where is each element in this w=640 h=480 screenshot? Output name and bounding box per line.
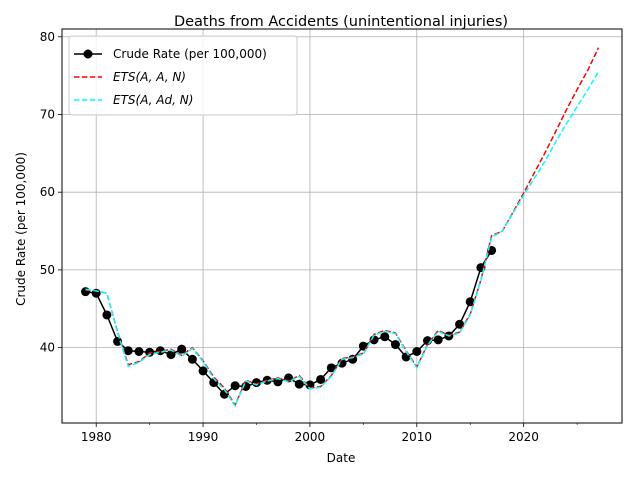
data-point-crude-rate	[433, 335, 443, 345]
data-point-crude-rate	[166, 350, 176, 360]
series-layer	[81, 47, 600, 408]
y-tick-label: 60	[40, 185, 55, 199]
legend: Crude Rate (per 100,000) ETS(A, A, N) ET…	[68, 35, 298, 116]
data-point-crude-rate	[316, 374, 326, 384]
legend-label-observed: Crude Rate (per 100,000)	[113, 47, 267, 61]
data-point-crude-rate	[390, 340, 400, 350]
data-point-crude-rate	[465, 297, 475, 307]
data-point-crude-rate	[123, 346, 133, 356]
chart-title: Deaths from Accidents (unintentional inj…	[174, 14, 508, 30]
y-tick-label: 80	[40, 30, 55, 44]
data-point-crude-rate	[145, 347, 155, 357]
y-tick-label: 50	[40, 263, 55, 277]
legend-frame	[68, 35, 298, 116]
data-point-crude-rate	[412, 347, 422, 357]
series-line-ets-aadn	[85, 71, 600, 408]
data-point-crude-rate	[113, 336, 123, 346]
data-point-crude-rate	[81, 287, 91, 297]
data-point-crude-rate	[177, 344, 187, 354]
series-line-ets-aan	[85, 47, 600, 407]
x-axis-label: Date	[327, 451, 356, 465]
data-point-crude-rate	[187, 354, 197, 364]
data-point-crude-rate	[230, 381, 240, 391]
ticks: 1980 1990 2000 2010 2020 40 50 60 70 80	[40, 30, 578, 444]
data-point-crude-rate	[380, 332, 390, 342]
data-point-crude-rate	[134, 347, 144, 357]
x-tick-label: 2020	[508, 430, 539, 444]
x-tick-label: 2000	[295, 430, 326, 444]
data-point-crude-rate	[294, 379, 304, 389]
data-point-crude-rate	[91, 288, 101, 298]
data-point-crude-rate	[401, 352, 411, 362]
legend-label-ets-aan: ETS(A, A, N)	[113, 70, 186, 84]
data-point-crude-rate	[252, 378, 262, 388]
y-axis-label: Crude Rate (per 100,000)	[14, 152, 28, 306]
y-tick-label: 40	[40, 341, 55, 355]
data-point-crude-rate	[455, 319, 465, 329]
x-tick-label: 1990	[188, 430, 219, 444]
plot-frame	[61, 28, 623, 424]
data-point-crude-rate	[369, 335, 379, 345]
data-point-crude-rate	[198, 366, 208, 376]
x-tick-label: 1980	[81, 430, 112, 444]
legend-marker-observed	[83, 49, 93, 59]
data-point-crude-rate	[219, 389, 229, 399]
y-tick-label: 70	[40, 107, 55, 121]
data-point-crude-rate	[326, 363, 336, 373]
data-point-crude-rate	[102, 310, 112, 320]
legend-label-ets-aadn: ETS(A, Ad, N)	[113, 93, 193, 107]
x-tick-label: 2010	[402, 430, 433, 444]
